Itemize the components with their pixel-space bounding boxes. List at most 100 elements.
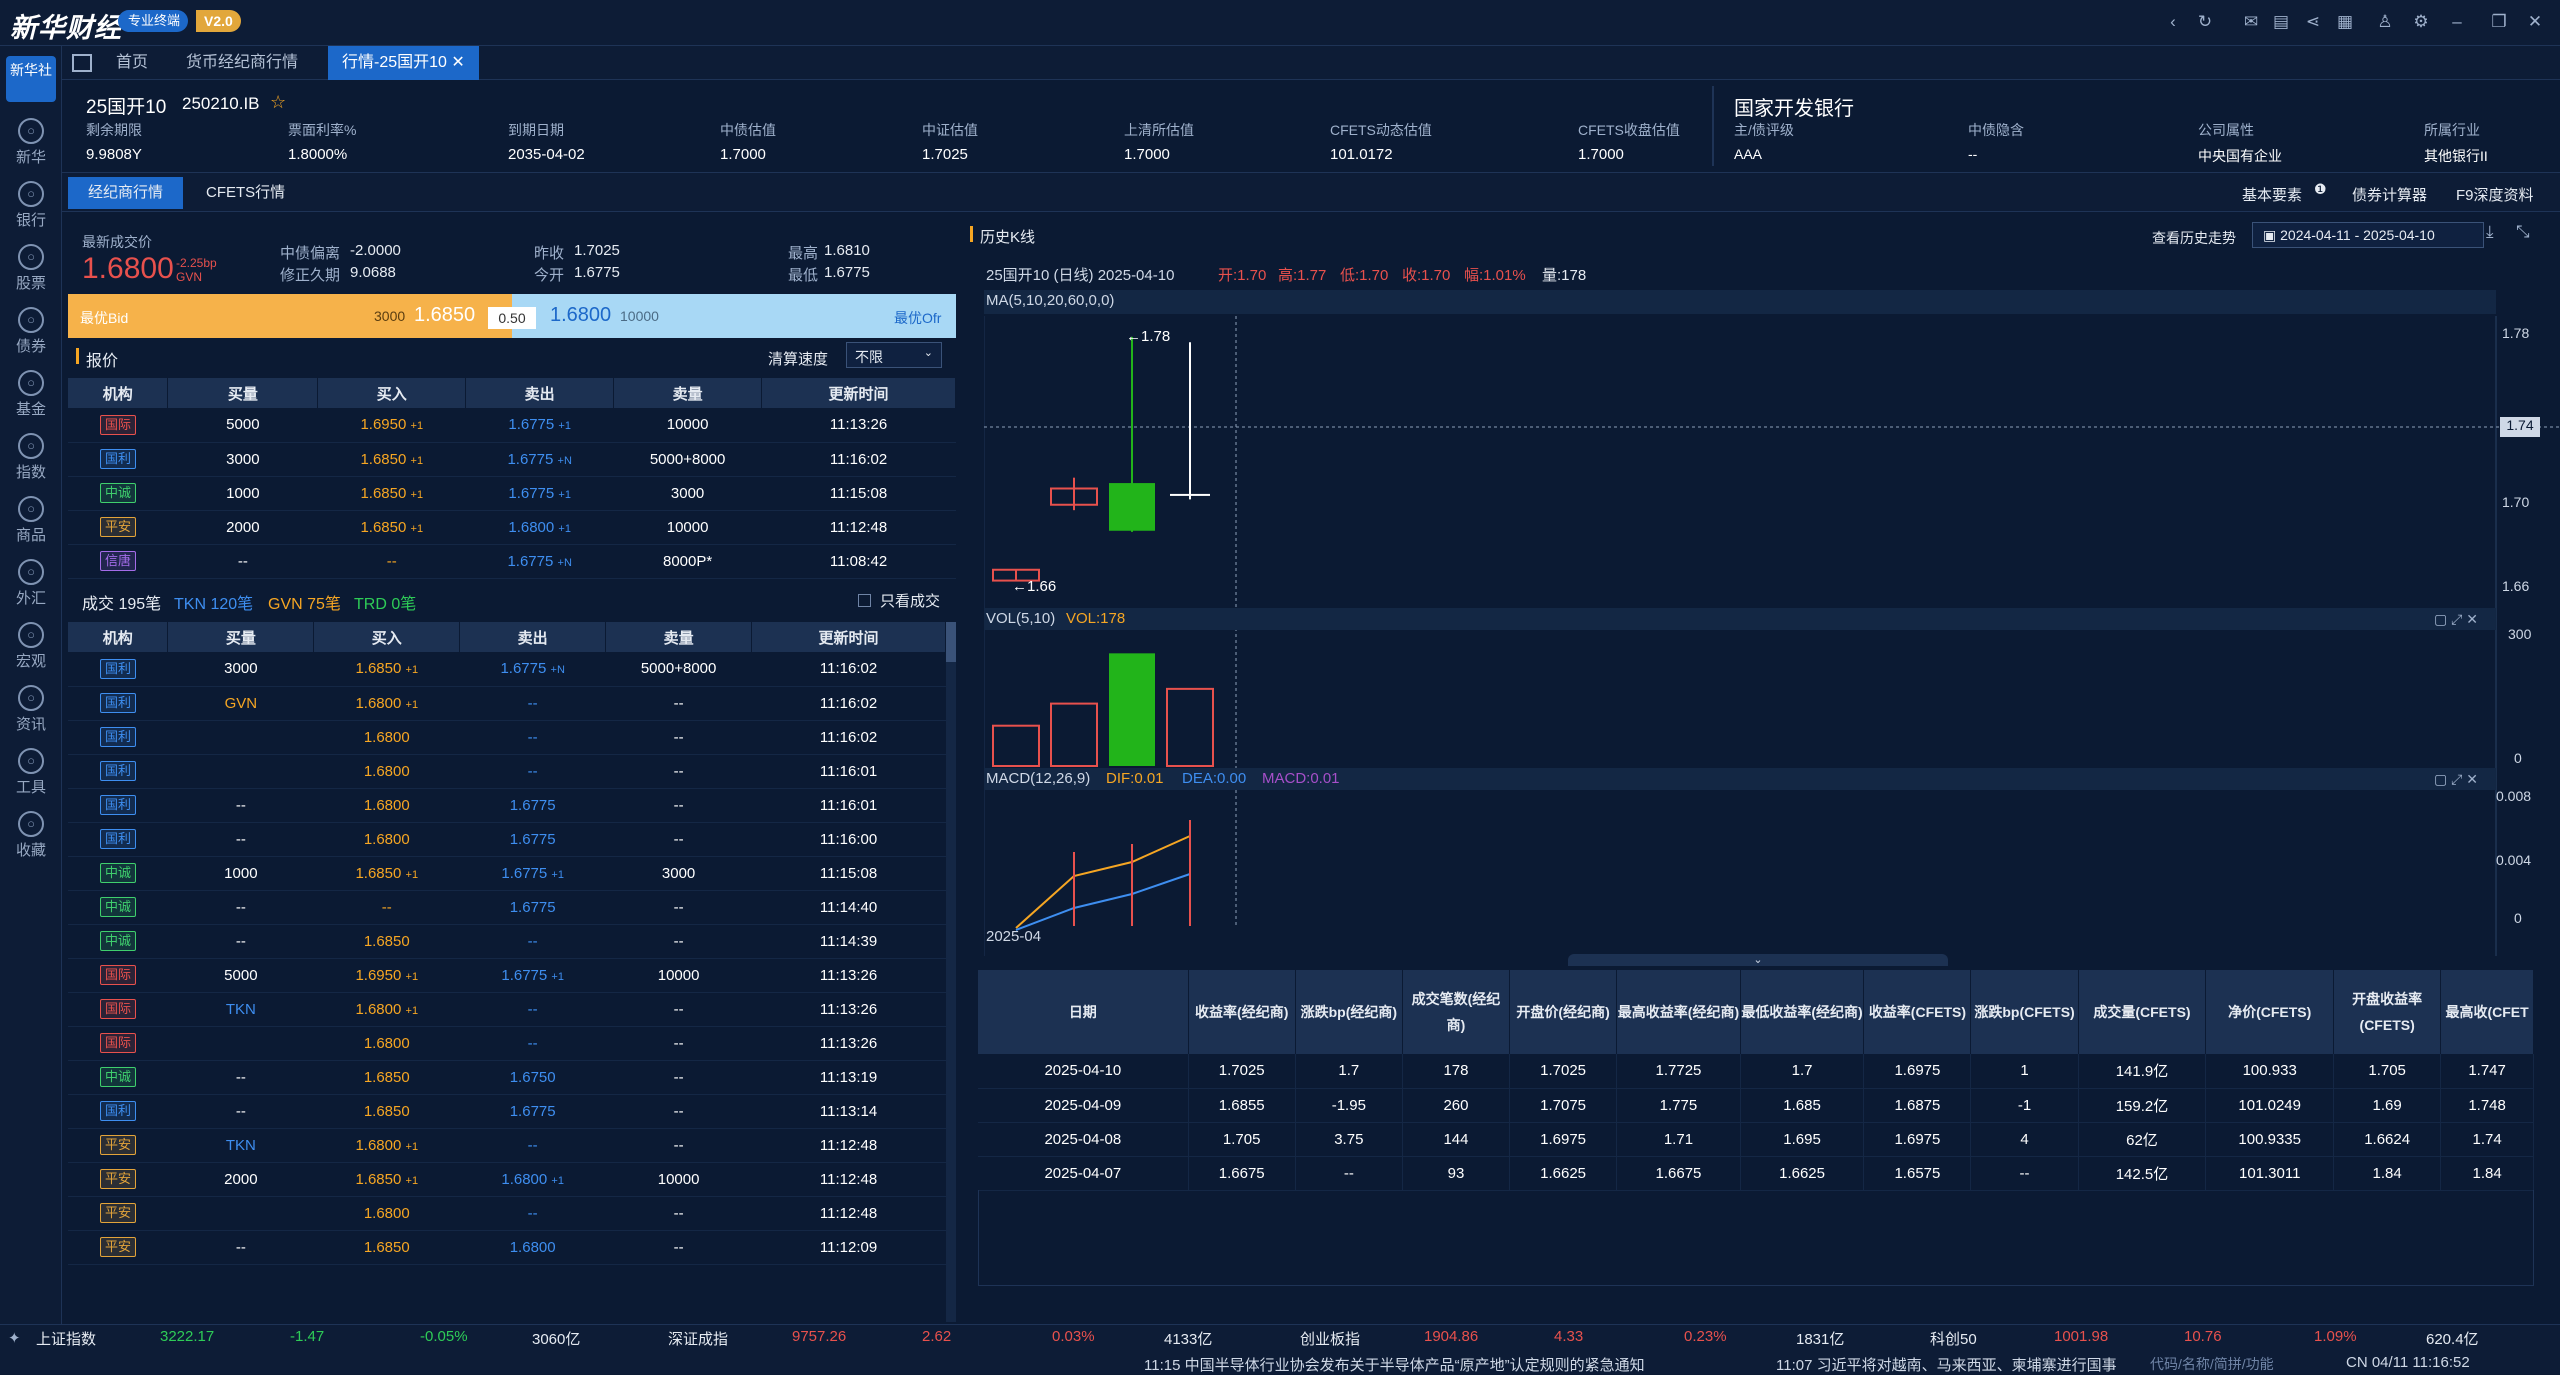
table-row[interactable]: 国际 1.6800 -- -- 11:13:26 <box>68 1026 946 1061</box>
column-header[interactable]: 机构 <box>68 622 169 652</box>
history-column-header[interactable]: 最低收益率(经纪商) <box>1740 970 1865 1054</box>
back-icon[interactable]: ‹ <box>2170 12 2176 31</box>
xinhua-logo[interactable]: 新华社 <box>6 56 56 102</box>
history-column-header[interactable]: 最高收(CFET <box>2440 970 2534 1054</box>
only-trades-checkbox[interactable] <box>858 594 871 607</box>
column-header[interactable]: 买入 <box>317 378 467 408</box>
sidebar-item[interactable]: ○ 新华 <box>0 112 62 172</box>
table-row[interactable]: 平安 2000 1.6850 +1 1.6800 +1 10000 11:12:48 <box>68 1162 946 1197</box>
candle-body[interactable] <box>1109 483 1155 531</box>
volume-bar[interactable] <box>1166 687 1214 767</box>
history-column-header[interactable]: 成交量(CFETS) <box>2078 970 2207 1054</box>
info-icon[interactable]: ❶ <box>2314 181 2327 197</box>
index-name[interactable]: 深证成指 <box>668 1331 729 1348</box>
index-name[interactable]: 上证指数 <box>36 1331 97 1348</box>
tab-cfets[interactable]: CFETS行情 <box>206 184 286 201</box>
table-row[interactable]: 中诚 -- 1.6850 -- -- 11:14:39 <box>68 924 946 959</box>
command-search-input[interactable]: 代码/名称/简拼/功能 <box>2150 1356 2274 1372</box>
news-ticker-2[interactable]: 11:07 习近平将对越南、马来西亚、柬埔寨进行国事 <box>1776 1357 2117 1374</box>
table-row[interactable]: 国际 5000 1.6950 +1 1.6775 +1 10000 11:13:26 <box>68 958 946 993</box>
column-header[interactable]: 买入 <box>313 622 461 652</box>
scroll-thumb[interactable] <box>946 622 956 662</box>
sidebar-item[interactable]: ○ 股票 <box>0 238 62 298</box>
volume-bar[interactable] <box>1050 702 1098 768</box>
message-icon[interactable]: ▤ <box>2272 12 2290 31</box>
trades-scrollbar[interactable] <box>946 622 956 1322</box>
gear-icon[interactable]: ⚙ <box>2413 12 2429 31</box>
table-row[interactable]: 国际 5000 1.6950 +1 1.6775 +1 10000 11:13:26 <box>68 408 956 443</box>
tab-broker-quotes[interactable]: 货币经纪商行情 <box>186 54 299 71</box>
history-row[interactable]: 2025-04-07 1.6675 -- 93 1.6625 1.6675 1.6625 1.… <box>978 1156 2534 1191</box>
candle-body[interactable] <box>1170 493 1210 496</box>
history-column-header[interactable]: 收益率(CFETS) <box>1863 970 1972 1054</box>
news-ticker-1[interactable]: 11:15 中国半导体行业协会发布关于半导体产品“原产地”认定规则的紧急通知 <box>1144 1357 1645 1374</box>
sidebar-item[interactable]: ○ 宏观 <box>0 616 62 676</box>
refresh-icon[interactable]: ↻ <box>2197 12 2213 31</box>
sidebar-item[interactable]: ○ 银行 <box>0 175 62 235</box>
table-row[interactable]: 平安 2000 1.6850 +1 1.6800 +1 10000 11:12:48 <box>68 510 956 545</box>
candle-body[interactable] <box>1050 487 1098 506</box>
history-column-header[interactable]: 涨跌bp(经纪商) <box>1295 970 1403 1054</box>
column-header[interactable]: 更新时间 <box>761 378 956 408</box>
column-header[interactable]: 卖出 <box>459 622 607 652</box>
download-icon[interactable]: ⤓ <box>2486 222 2494 241</box>
table-row[interactable]: 国利 -- 1.6850 1.6775 -- 11:13:14 <box>68 1094 946 1129</box>
history-row[interactable]: 2025-04-10 1.7025 1.7 178 1.7025 1.7725 1.7 1.6… <box>978 1054 2534 1089</box>
table-row[interactable]: 国利 GVN 1.6800 +1 -- -- 11:16:02 <box>68 686 946 721</box>
tab-broker[interactable]: 经纪商行情 <box>68 177 184 209</box>
close-icon[interactable]: ✕ <box>2527 12 2543 31</box>
index-name[interactable]: 科创50 <box>1930 1331 1977 1348</box>
history-column-header[interactable]: 最高收益率(经纪商) <box>1616 970 1741 1054</box>
table-row[interactable]: 平安 1.6800 -- -- 11:12:48 <box>68 1196 946 1231</box>
column-header[interactable]: 买量 <box>167 622 315 652</box>
candle-body[interactable] <box>992 568 1040 582</box>
basic-elements-link[interactable]: 基本要素 <box>2242 187 2303 204</box>
restore-icon[interactable]: ❐ <box>2491 12 2507 31</box>
sidebar-item[interactable]: ○ 资讯 <box>0 679 62 739</box>
mail-icon[interactable]: ✉ <box>2243 12 2259 31</box>
table-row[interactable]: 中诚 -- -- 1.6775 -- 11:14:40 <box>68 890 946 925</box>
date-range-input[interactable]: ▣ 2024-04-11 - 2025-04-10 <box>2252 222 2484 248</box>
share-icon[interactable]: ⋖ <box>2305 12 2321 31</box>
notes-icon[interactable]: ▦ <box>2336 12 2354 31</box>
history-row[interactable]: 2025-04-09 1.6855 -1.95 260 1.7075 1.775 1.685… <box>978 1088 2534 1123</box>
table-row[interactable]: 国利 1.6800 -- -- 11:16:01 <box>68 754 946 789</box>
table-row[interactable]: 国利 3000 1.6850 +1 1.6775 +N 5000+8000 11:16:0… <box>68 652 946 687</box>
column-header[interactable]: 买量 <box>167 378 319 408</box>
table-row[interactable]: 国利 -- 1.6800 1.6775 -- 11:16:01 <box>68 788 946 823</box>
history-row[interactable]: 2025-04-08 1.705 3.75 144 1.6975 1.71 1.695 1.6… <box>978 1122 2534 1157</box>
sidebar-item[interactable]: ○ 指数 <box>0 427 62 487</box>
tab-home[interactable]: 首页 <box>116 54 149 71</box>
table-row[interactable]: 平安 TKN 1.6800 +1 -- -- 11:12:48 <box>68 1128 946 1163</box>
volume-bar[interactable] <box>1109 653 1155 766</box>
sidebar-item[interactable]: ○ 工具 <box>0 742 62 802</box>
history-column-header[interactable]: 净价(CFETS) <box>2205 970 2335 1054</box>
table-row[interactable]: 平安 -- 1.6850 1.6800 -- 11:12:09 <box>68 1230 946 1265</box>
shirt-icon[interactable]: ♙ <box>2377 12 2393 31</box>
history-column-header[interactable]: 开盘价(经纪商) <box>1509 970 1618 1054</box>
column-header[interactable]: 机构 <box>68 378 169 408</box>
tab-close-icon[interactable]: ✕ <box>451 54 465 71</box>
tab-bond-quote[interactable]: 行情-25国开10 ✕ <box>328 46 479 80</box>
history-column-header[interactable]: 开盘收益率(CFETS) <box>2333 970 2442 1054</box>
macd-pane-controls[interactable]: ▢ ⤢ ✕ <box>2434 771 2478 787</box>
history-column-header[interactable]: 成交笔数(经纪商) <box>1402 970 1511 1054</box>
table-row[interactable]: 国利 3000 1.6850 +1 1.6775 +N 5000+8000 11:16:0… <box>68 442 956 477</box>
history-column-header[interactable]: 日期 <box>978 970 1189 1054</box>
minimize-icon[interactable]: – <box>2452 12 2462 31</box>
collapse-icon[interactable]: ⤡ <box>2516 222 2530 241</box>
sidebar-item[interactable]: ○ 外汇 <box>0 553 62 613</box>
favorite-star-icon[interactable]: ☆ <box>270 92 287 112</box>
volume-bar[interactable] <box>992 724 1040 768</box>
column-header[interactable]: 卖量 <box>613 378 763 408</box>
table-row[interactable]: 中诚 1000 1.6850 +1 1.6775 +1 3000 11:15:08 <box>68 856 946 891</box>
table-row[interactable]: 国际 TKN 1.6800 +1 -- -- 11:13:26 <box>68 992 946 1027</box>
pin-icon[interactable]: ✦ <box>8 1330 21 1347</box>
table-row[interactable]: 中诚 1000 1.6850 +1 1.6775 +1 3000 11:15:08 <box>68 476 956 511</box>
index-name[interactable]: 创业板指 <box>1300 1331 1361 1348</box>
history-column-header[interactable]: 收益率(经纪商) <box>1188 970 1296 1054</box>
bond-calculator-link[interactable]: 债券计算器 <box>2352 187 2428 204</box>
panel-toggle-icon[interactable] <box>72 54 92 72</box>
table-row[interactable]: 中诚 -- 1.6850 1.6750 -- 11:13:19 <box>68 1060 946 1095</box>
column-header[interactable]: 卖量 <box>605 622 753 652</box>
